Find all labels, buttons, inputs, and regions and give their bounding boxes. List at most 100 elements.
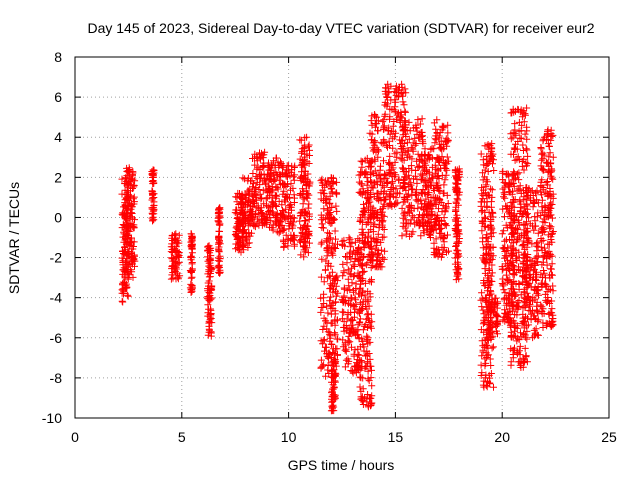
data-point [522,268,530,276]
data-point [523,261,531,269]
data-point [205,262,213,270]
data-point [511,196,519,203]
data-point [355,351,363,359]
data-point [234,234,242,242]
data-point [487,185,495,193]
data-point [422,195,430,203]
data-point [490,383,497,391]
data-point [529,307,536,315]
data-point [534,316,542,324]
data-point [503,253,511,261]
data-point [130,223,138,231]
data-point [515,297,523,304]
data-point [351,263,359,270]
data-point [434,246,442,254]
data-point [384,80,392,88]
data-point [356,373,364,381]
data-point [508,332,515,339]
data-point [478,217,486,225]
data-point [129,245,137,253]
data-point [323,302,331,310]
data-point [172,265,180,273]
data-point [339,343,347,351]
data-point [131,216,138,224]
data-point [406,202,414,210]
data-point [399,144,407,152]
data-point [249,192,257,200]
data-point [374,127,381,135]
data-point [515,219,523,227]
data-point [340,323,348,331]
data-point [510,249,518,257]
data-point [243,233,251,241]
data-point [507,135,515,143]
data-point [478,190,486,198]
data-point [541,219,549,227]
data-point [357,157,365,165]
data-point [517,329,524,337]
data-point [250,187,258,195]
data-point [454,220,462,228]
data-point [485,292,493,299]
data-point [376,171,384,179]
data-point [368,276,375,284]
data-point [525,302,533,310]
data-point [368,366,375,374]
data-point [499,316,507,324]
data-point [546,149,554,157]
data-point [485,267,493,274]
data-point [349,316,357,324]
data-point [409,186,417,194]
data-point [215,263,223,271]
data-point [519,141,527,149]
data-point [269,199,277,207]
data-point [340,317,348,325]
data-point [272,183,280,191]
data-point [346,338,354,346]
data-point [515,118,523,126]
data-point [512,140,519,148]
data-point [233,193,241,201]
data-point [278,222,286,229]
data-point [454,180,462,187]
data-point [120,288,128,296]
data-point [352,369,360,377]
data-point [319,304,327,311]
data-point [275,176,283,184]
data-point [252,173,260,181]
data-point [367,162,375,170]
data-point [487,226,495,234]
data-point [277,173,285,180]
data-point [317,211,325,219]
data-point [482,176,490,184]
data-point [269,221,277,229]
data-point [360,208,368,216]
data-point [342,297,350,305]
data-point [521,313,529,321]
x-axis-label: GPS time / hours [288,457,395,473]
data-point [360,200,367,208]
data-point [330,374,337,382]
data-point [381,110,389,118]
data-point [501,183,509,191]
data-point [441,221,449,228]
data-point [375,171,383,179]
data-point [332,245,340,252]
data-point [368,392,376,400]
data-point [386,113,394,121]
data-point [500,193,507,201]
data-point [480,222,488,230]
data-point [188,268,195,276]
data-point [504,314,512,321]
data-point [121,246,129,254]
data-point [521,333,529,341]
data-point [318,238,326,246]
data-point [441,176,449,184]
chart-title: Day 145 of 2023, Sidereal Day-to-day VTE… [87,20,594,36]
data-point [357,364,365,372]
data-point [333,335,341,343]
data-point [127,205,135,213]
data-point [127,213,135,221]
data-point [518,158,526,165]
